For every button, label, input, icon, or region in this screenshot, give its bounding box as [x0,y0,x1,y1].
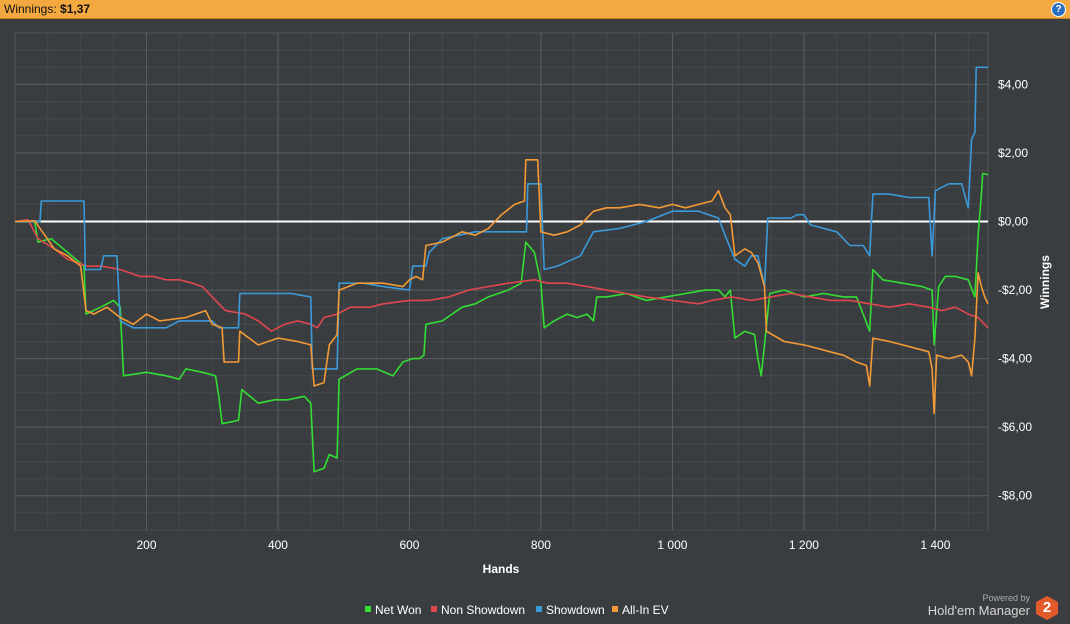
series-line-net-won [15,172,989,473]
winnings-label: Winnings: [4,2,57,16]
y-tick-label: -$8,00 [998,489,1032,503]
y-tick-label: -$4,00 [998,352,1032,366]
winnings-header-bar: Winnings: $1,37 ? [0,0,1070,19]
legend-swatch [431,606,437,612]
x-tick-label: 200 [136,538,156,552]
x-tick-label: 1 000 [657,538,687,552]
powered-by-text: Powered by [982,593,1030,603]
series-line-non-showdown [14,219,989,333]
legend-swatch [365,606,371,612]
y-tick-label: $2,00 [998,146,1028,160]
legend-swatch [612,606,618,612]
help-icon[interactable]: ? [1051,2,1066,17]
legend-label[interactable]: Net Won [375,603,421,617]
x-axis-label: Hands [483,562,520,576]
branding: Powered by Hold'em Manager [928,593,1030,618]
y-tick-label: $4,00 [998,77,1028,91]
y-tick-label: -$2,00 [998,283,1032,297]
winnings-summary: Winnings: $1,37 [4,2,90,16]
x-tick-label: 600 [399,538,419,552]
product-name: Hold'em Manager [927,603,1030,618]
x-tick-label: 1 400 [920,538,950,552]
legend: Net Won Non Showdown Showdown All-In EV [365,603,669,617]
y-axis-label: Winnings [1038,255,1052,309]
legend-swatch [536,606,542,612]
plot-area [14,32,989,531]
x-tick-label: 800 [531,538,551,552]
legend-label[interactable]: Showdown [546,603,605,617]
series-line-showdown [15,66,988,370]
series-line-all-in-ev [14,159,989,415]
winnings-value: $1,37 [60,2,91,16]
legend-label[interactable]: Non Showdown [441,603,525,617]
x-tick-label: 1 200 [789,538,819,552]
x-tick-label: 400 [268,538,288,552]
legend-label[interactable]: All-In EV [622,603,669,617]
y-tick-label: $0,00 [998,215,1028,229]
hem-logo-icon: 2 [1036,596,1058,620]
y-tick-label: -$6,00 [998,420,1032,434]
